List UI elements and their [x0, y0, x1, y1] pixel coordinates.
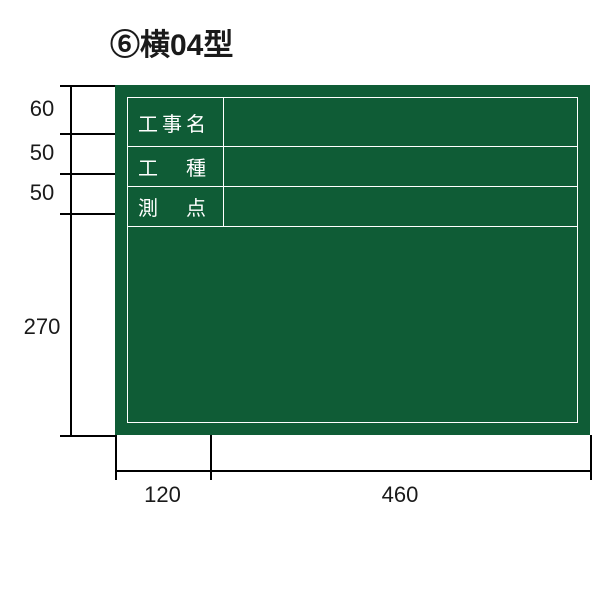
board-row-divider [128, 226, 577, 227]
blackboard: 工事名工 種測 点 [115, 85, 590, 435]
dimension-label: 50 [18, 140, 66, 166]
board-row-label: 測 点 [128, 192, 233, 221]
board-inner-frame: 工事名工 種測 点 [127, 97, 578, 423]
board-row: 測 点 [128, 186, 579, 226]
board-row-label: 工事名 [128, 108, 233, 137]
board-col-divider [223, 98, 224, 226]
board-row: 工 種 [128, 146, 579, 186]
dimension-label: 270 [18, 314, 66, 340]
dimension-label: 60 [18, 96, 66, 122]
model-title: ⑥横04型 [110, 20, 233, 64]
dimension-label: 120 [115, 482, 210, 508]
board-row: 工事名 [128, 98, 579, 146]
dimension-label: 50 [18, 180, 66, 206]
board-row-label: 工 種 [128, 152, 233, 181]
diagram-root: { "title": "⑥横04型", "title_fontsize": 30… [0, 0, 600, 600]
dimension-label: 460 [210, 482, 590, 508]
